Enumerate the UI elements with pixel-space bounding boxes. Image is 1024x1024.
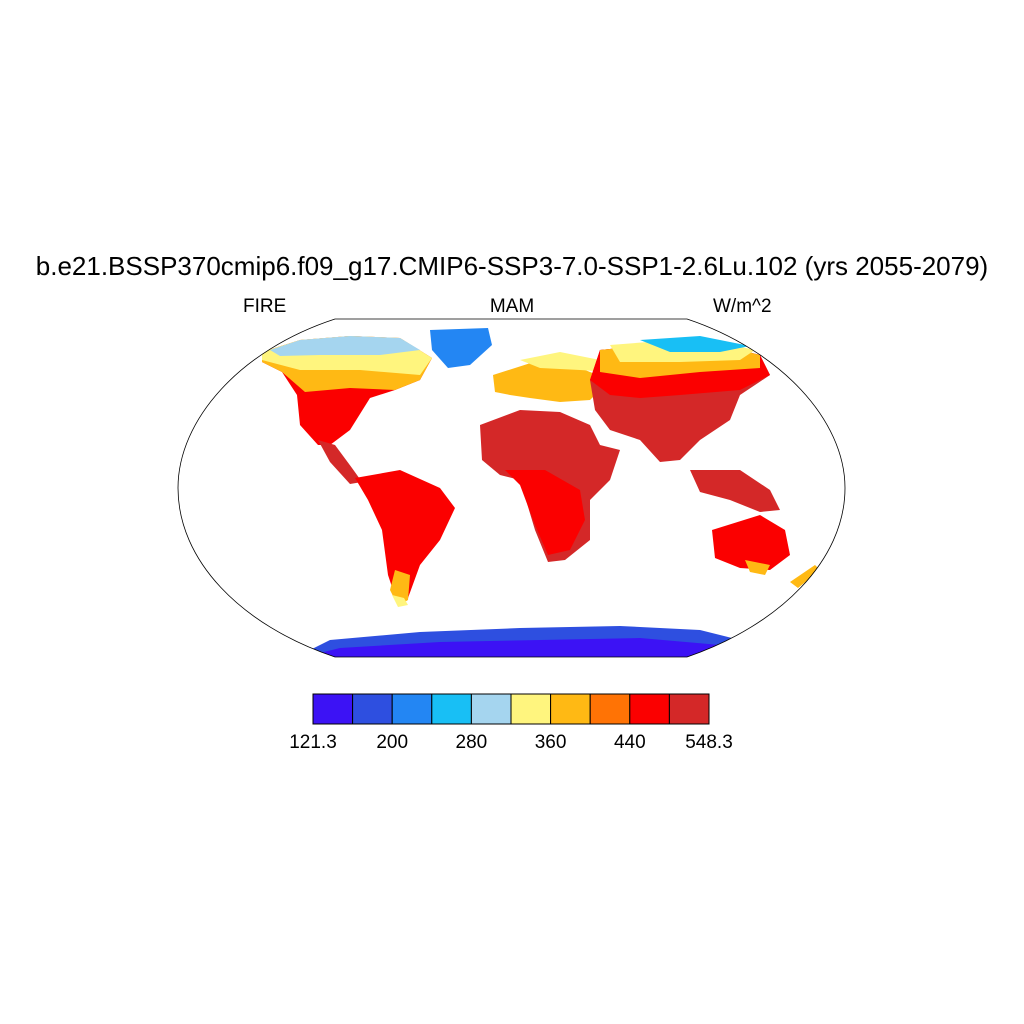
colorbar-box — [470, 693, 512, 725]
colorbar-tick-label: 548.3 — [685, 732, 733, 753]
season-label: MAM — [489, 296, 535, 317]
colorbar-tick-label: 360 — [535, 732, 567, 753]
colorbar-box — [550, 693, 591, 725]
units-label: W/m^2 — [713, 296, 772, 317]
plot-title: b.e21.BSSP370cmip6.f09_g17.CMIP6-SSP3-7.… — [35, 251, 989, 281]
variable-label: FIRE — [243, 296, 287, 317]
colorbar-box — [352, 693, 393, 725]
colorbar-tick-label: 200 — [376, 732, 408, 753]
colorbar-box — [668, 693, 710, 725]
colorbar-tick-label: 280 — [456, 732, 488, 753]
colorbar-box — [431, 693, 472, 725]
colorbar-box — [312, 693, 354, 725]
colorbar-box — [391, 693, 433, 725]
globe-outline — [177, 318, 846, 658]
colorbar-tick-label: 121.3 — [289, 732, 337, 753]
colorbar-box — [589, 693, 631, 725]
colorbar-tick-label: 440 — [614, 732, 646, 753]
colorbar-box — [510, 693, 552, 725]
colorbar-box — [629, 693, 670, 725]
land-fill — [262, 328, 820, 657]
